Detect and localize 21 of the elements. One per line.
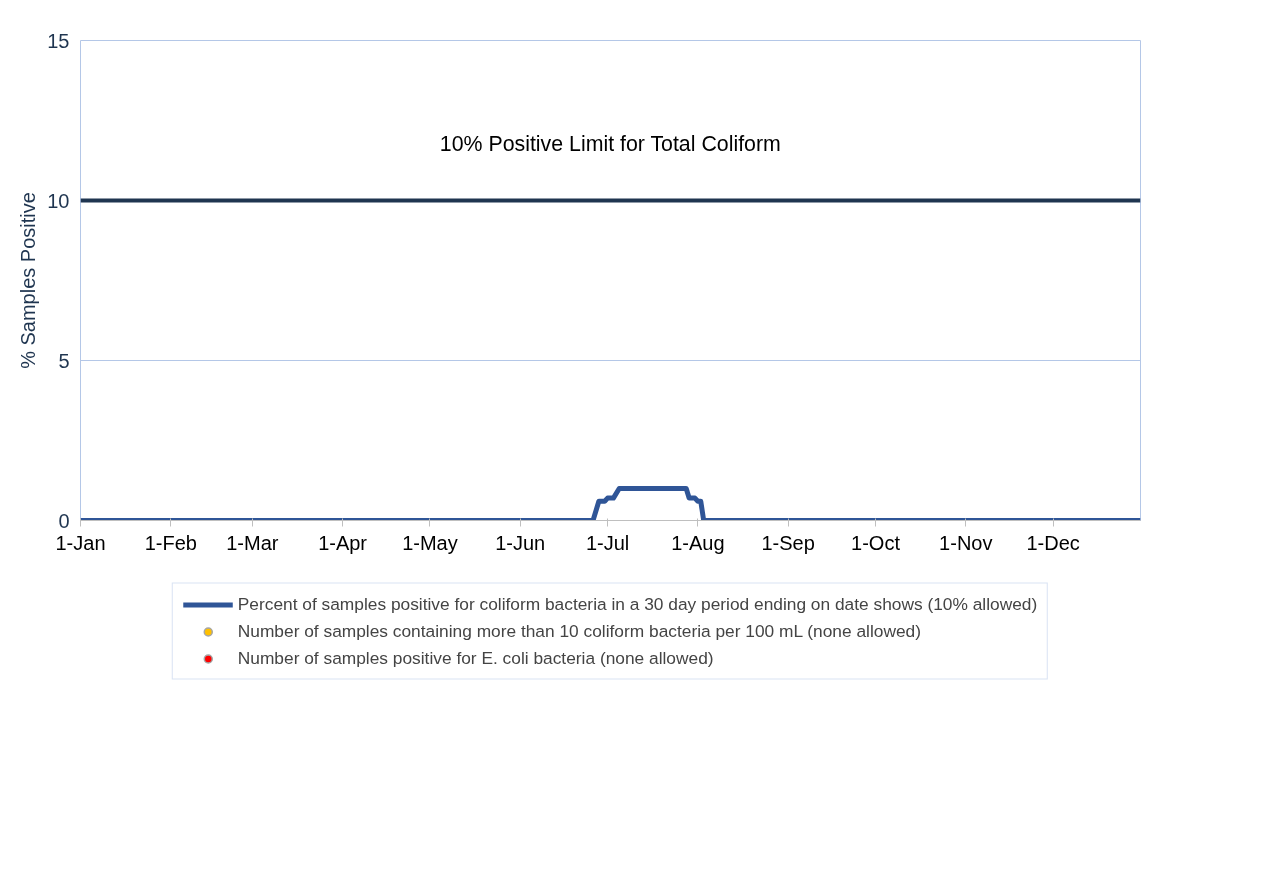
x-tick-label: 1-Apr xyxy=(318,531,368,554)
x-tick-label: 1-Jan xyxy=(55,531,106,554)
y-tick-label: 5 xyxy=(58,349,70,372)
legend-label: Number of samples positive for E. coli bacteria (none allowed) xyxy=(237,647,714,669)
x-tick-label: 1-Nov xyxy=(939,531,993,554)
x-tick-label: 1-Feb xyxy=(144,531,197,554)
y-tick-label: 15 xyxy=(47,29,70,52)
y-tick-label: 0 xyxy=(58,509,70,532)
legend-label: Number of samples containing more than 10 coliform bacteria per 100 mL (none allowed) xyxy=(237,620,921,642)
ref-line-label: 10% Positive Limit for Total Coliform xyxy=(439,131,781,156)
x-tick-label: 1-Mar xyxy=(226,531,279,554)
x-tick-label: 1-Jul xyxy=(585,531,630,554)
legend-label: Percent of samples positive for coliform bacteria in a 30 day period ending on date shows (10% allowed) xyxy=(237,593,1038,615)
x-tick-label: 1-Aug xyxy=(671,531,725,554)
x-tick-label: 1-Oct xyxy=(851,531,901,554)
y-axis-title: % Samples Positive xyxy=(17,192,40,369)
y-tick-label: 10 xyxy=(47,189,70,212)
x-tick-label: 1-Dec xyxy=(1026,531,1080,554)
x-tick-label: 1-May xyxy=(402,531,458,554)
x-tick-label: 1-Jun xyxy=(495,531,546,554)
x-tick-label: 1-Sep xyxy=(761,531,815,554)
